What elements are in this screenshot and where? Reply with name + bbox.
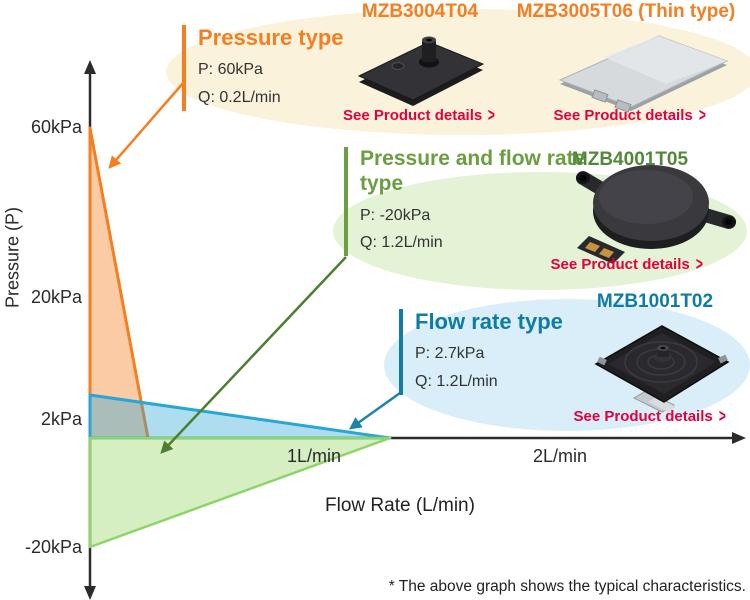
y-tick-2kpa: 2kPa (40, 409, 82, 429)
pressure-flow-type-title: Pressure and flow rate type (360, 147, 586, 195)
mzb1001t02-product-image[interactable] (594, 325, 730, 413)
pressure-flow-type-flow-spec: Q: 1.2L/min (360, 234, 443, 252)
product-name-mzb3005t06: MZB3005T06 (Thin type) (516, 1, 736, 22)
product-name-mzb1001t02: MZB1001T02 (596, 291, 714, 312)
pressure-type-flow-spec: Q: 0.2L/min (198, 88, 281, 106)
y-axis-up-arrow-icon (84, 60, 96, 74)
chevron-right-icon: > (718, 405, 726, 428)
chevron-right-icon: > (695, 253, 703, 276)
mzb4001t05-product-image[interactable] (576, 165, 736, 264)
mzb3005t06-product-image[interactable] (558, 35, 729, 113)
product-details-link-mzb3004t04[interactable]: See Product details > (337, 104, 502, 127)
product-details-link-label: See Product details (553, 107, 693, 124)
flow-rate-type-region (88, 393, 392, 440)
flow-type-callout: Flow rate type P: 2.7kPa Q: 1.2L/min (399, 309, 583, 395)
product-name-mzb3004t04: MZB3004T04 (361, 1, 479, 22)
x-axis-title: Flow Rate (L/min) (325, 495, 475, 516)
product-details-link-mzb3005t06[interactable]: See Product details > (545, 104, 715, 127)
x-axis-right-arrow-icon (732, 432, 746, 444)
y-tick-minus20kpa: -20kPa (24, 537, 82, 557)
product-details-link-label: See Product details (573, 408, 713, 425)
pressure-flow-type-leader-arrow (160, 256, 347, 454)
x-tick-1lmin: 1L/min (286, 446, 342, 466)
pressure-type-leader-arrow (108, 81, 185, 169)
flow-type-leader-arrow (348, 391, 401, 430)
y-axis-title: Pressure (P) (2, 206, 23, 309)
product-details-link-mzb1001t02[interactable]: See Product details > (565, 405, 735, 428)
pressure-flow-type-pressure-spec: P: -20kPa (360, 206, 431, 224)
flow-type-pressure-spec: P: 2.7kPa (415, 344, 485, 362)
pressure-and-flow-rate-type-region (88, 436, 392, 549)
x-tick-2lmin: 2L/min (532, 446, 588, 466)
product-name-mzb4001t05: MZB4001T05 (571, 149, 689, 170)
flow-type-flow-spec: Q: 1.2L/min (415, 372, 498, 390)
footnote: * The above graph shows the typical char… (388, 578, 746, 595)
product-details-link-label: See Product details (550, 256, 690, 273)
pressure-type-region (88, 126, 150, 440)
product-details-link-label: See Product details (343, 107, 483, 124)
chevron-right-icon: > (488, 104, 496, 127)
y-tick-60kpa: 60kPa (30, 117, 82, 137)
pressure-type-pressure-spec: P: 60kPa (198, 60, 263, 78)
flow-type-title: Flow rate type (415, 309, 563, 334)
mzb3004t04-product-image[interactable] (357, 36, 485, 107)
y-tick-20kpa: 20kPa (30, 287, 82, 307)
chevron-right-icon: > (698, 104, 706, 127)
pressure-type-callout: Pressure type P: 60kPa Q: 0.2L/min (182, 25, 350, 111)
pressure-type-title: Pressure type (198, 25, 344, 50)
y-axis-down-arrow-icon (84, 586, 96, 600)
product-details-link-mzb4001t05[interactable]: See Product details > (542, 253, 712, 276)
pressure-flow-type-callout: Pressure and flow rate type P: -20kPa Q:… (344, 147, 592, 257)
